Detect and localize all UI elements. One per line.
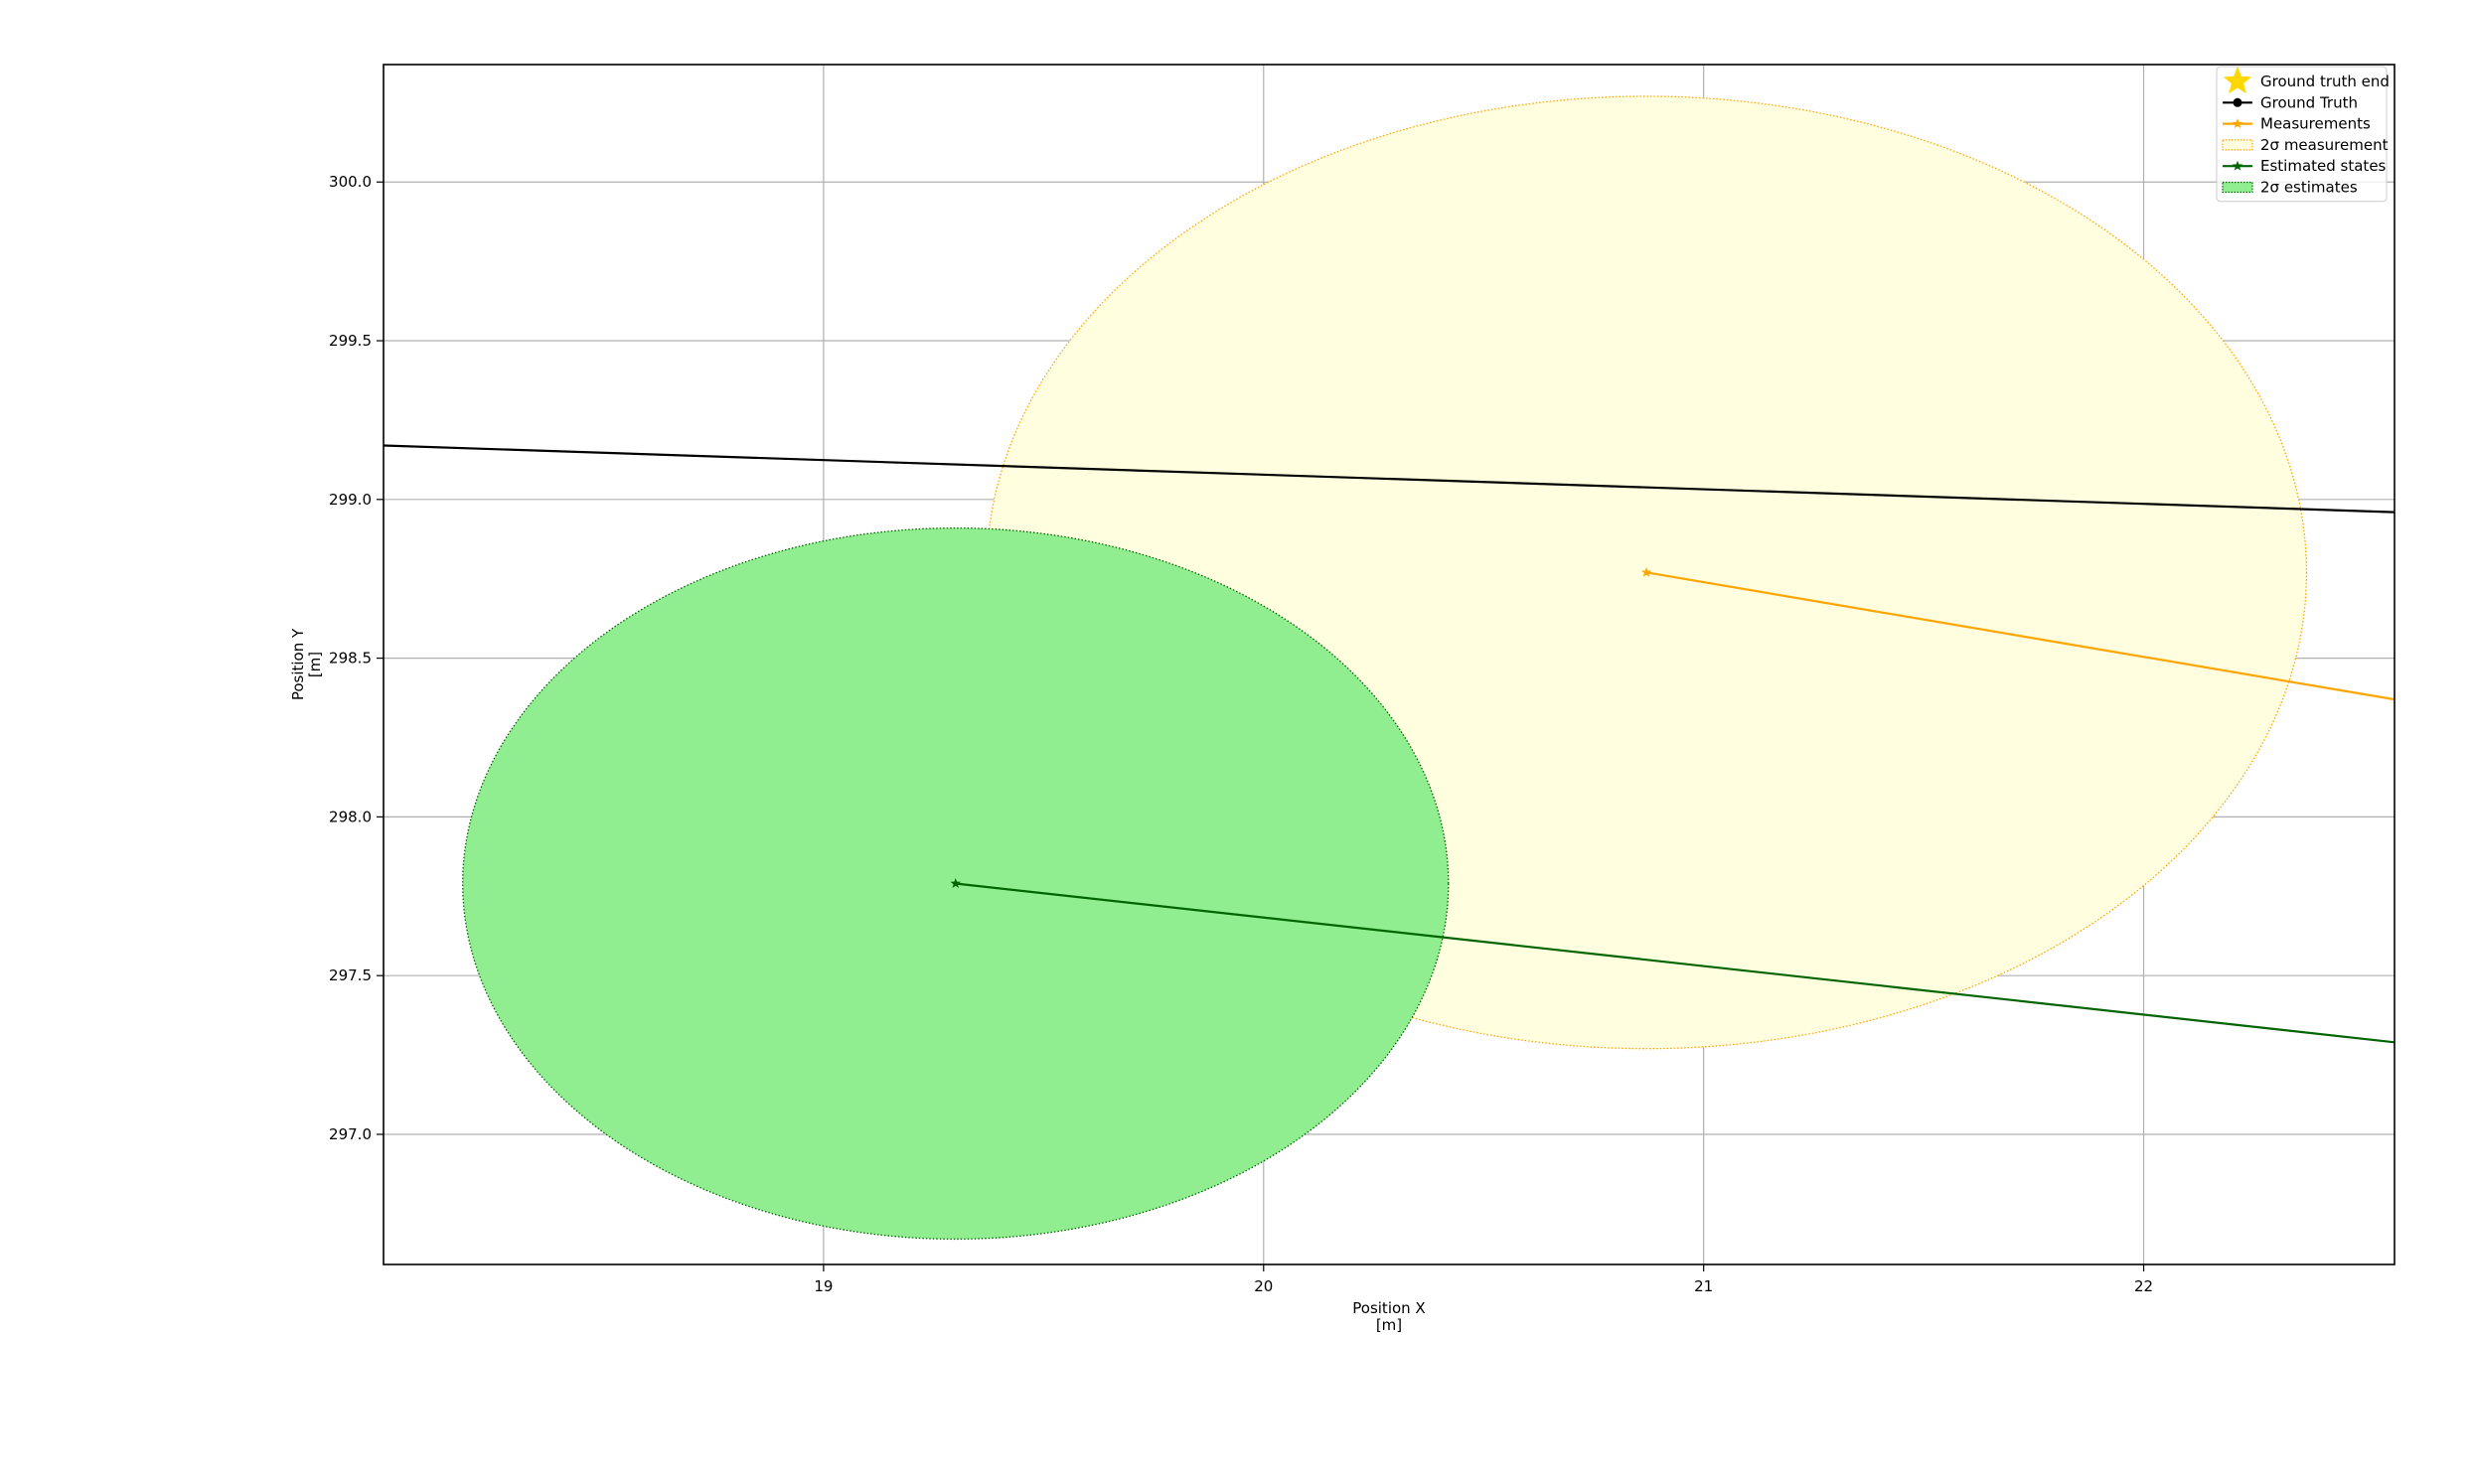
- series-line-ground-truth: [384, 444, 2395, 514]
- svg-text:Position X[m]: Position X [m]: [1352, 1299, 1425, 1334]
- legend-item: Estimated states: [2223, 157, 2387, 175]
- legend-item: 2σ estimates: [2222, 179, 2358, 197]
- legend-star-icon: [2223, 67, 2252, 94]
- legend-item: Measurements: [2223, 115, 2371, 133]
- y-tick-label: 300.0: [329, 173, 372, 191]
- y-tick-label: 298.5: [329, 650, 372, 668]
- series-line-estimated-states: [955, 882, 2395, 1044]
- legend-star-icon: [2232, 160, 2243, 171]
- series-marker-measurements: [1640, 566, 1652, 577]
- x-axis-label: Position X [m]: [1352, 1299, 1425, 1334]
- series-line-measurements: [1645, 571, 2395, 701]
- legend-dot-icon: [2233, 97, 2242, 107]
- legend-patch-icon: [2222, 139, 2253, 151]
- y-tick-label: 297.5: [329, 966, 372, 984]
- legend: Ground truth end Ground Truth Measurements…: [2216, 66, 2390, 203]
- legend-label: 2σ measurement: [2260, 136, 2389, 154]
- y-tick-label: 298.0: [329, 808, 372, 825]
- x-tick-label: 21: [1694, 1277, 1713, 1295]
- legend-box: [2216, 66, 2388, 203]
- legend-label: Estimated states: [2260, 157, 2387, 175]
- y-axis-label: Position Y[m]: [289, 628, 324, 700]
- legend-label: Ground Truth: [2260, 93, 2358, 111]
- svg-text:Position Y[m]: Position Y[m]: [289, 628, 324, 700]
- series-marker-estimated-states: [950, 878, 961, 888]
- plot-frame: [383, 64, 2395, 1265]
- legend-patch-icon: [2222, 181, 2253, 194]
- y-tick-label: 299.0: [329, 491, 372, 509]
- x-tick-label: 22: [2134, 1277, 2153, 1295]
- legend-star-icon: [2232, 118, 2243, 129]
- y-tick-label: 299.5: [329, 332, 372, 350]
- y-tick-label: 297.0: [329, 1125, 372, 1143]
- legend-item: Ground Truth: [2223, 93, 2358, 111]
- series: [384, 444, 2395, 1044]
- ticks: 19 20 21 22 297.0 297.5 298.0 298.5 299.0 299.5 30…: [329, 173, 2153, 1295]
- x-tick-label: 19: [814, 1277, 833, 1295]
- x-tick-label: 20: [1254, 1277, 1273, 1295]
- legend-label: Ground truth end: [2260, 73, 2390, 90]
- legend-label: 2σ estimates: [2260, 179, 2358, 197]
- legend-label: Measurements: [2260, 115, 2371, 133]
- legend-item: Ground truth end: [2223, 67, 2390, 94]
- legend-item: 2σ measurement: [2222, 136, 2389, 154]
